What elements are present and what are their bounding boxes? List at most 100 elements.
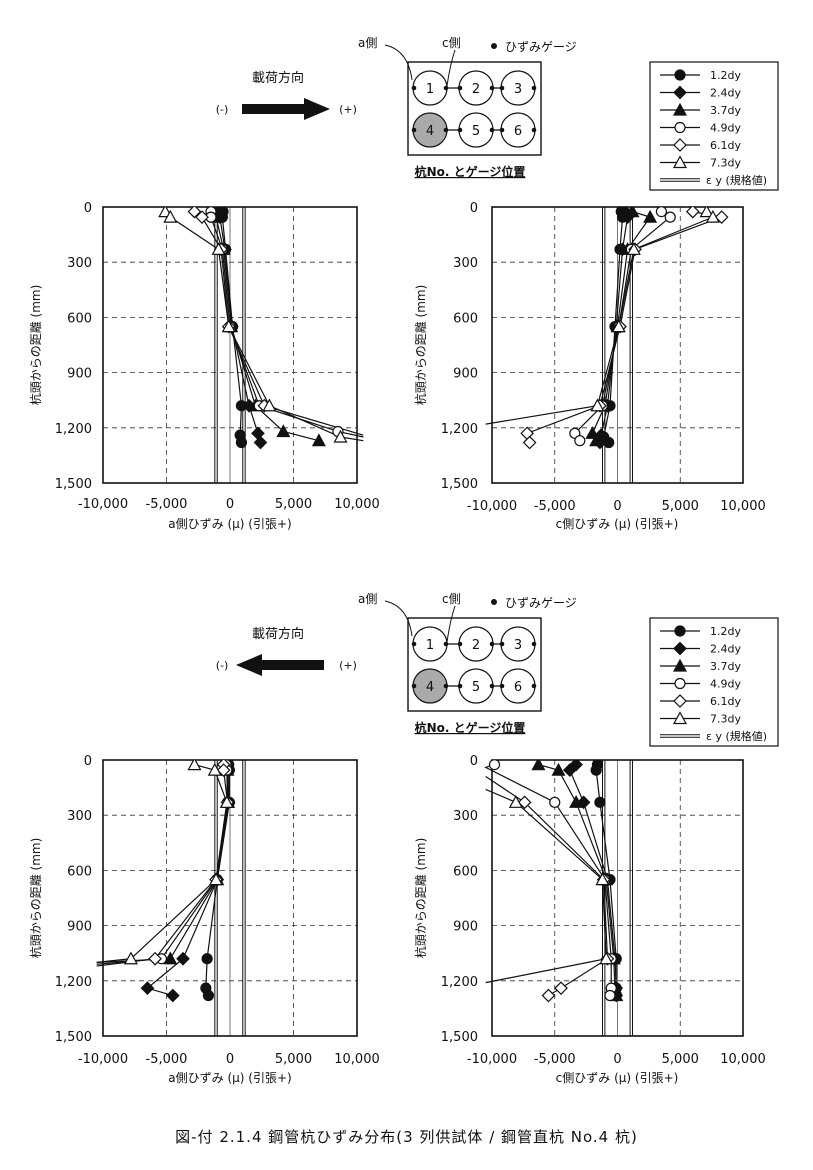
x-axis-label: a側ひずみ (μ) (引張+) (168, 1071, 291, 1085)
gauge-dot (531, 683, 537, 689)
data-point (673, 85, 687, 100)
data-point (714, 210, 729, 224)
data-point (674, 69, 686, 81)
gauge-dot (489, 127, 495, 133)
legend-label: 3.7dy (710, 104, 741, 117)
data-point (276, 424, 291, 438)
y-axis-label: 杭頭からの距離 (mm) (413, 838, 428, 959)
gauge-dot (411, 85, 417, 91)
data-point (253, 435, 268, 450)
y-tick-label: 1,500 (441, 477, 478, 492)
data-point (569, 795, 584, 808)
gauge-dot (489, 641, 495, 647)
y-tick-label: 1,200 (441, 422, 478, 437)
data-point (562, 763, 577, 777)
data-point (262, 398, 277, 412)
x-tick-label: 10,000 (720, 499, 766, 514)
y-tick-label: 0 (84, 754, 92, 769)
series-group (96, 760, 236, 1003)
data-point (549, 796, 561, 808)
data-point (673, 138, 687, 152)
data-point (626, 242, 641, 255)
pile-number: 1 (426, 82, 434, 97)
gauge-dot (443, 85, 449, 91)
data-point (672, 102, 688, 116)
data-point (211, 242, 226, 255)
data-point (163, 951, 178, 965)
x-tick-label: 0 (226, 1052, 234, 1067)
x-tick-label: 5,000 (662, 499, 699, 514)
gauge-dot (531, 127, 537, 133)
gauge-dot (489, 85, 495, 91)
minus-label: (-) (216, 103, 229, 116)
x-tick-label: -5,000 (146, 497, 188, 512)
gauge-dot (499, 683, 505, 689)
data-point (674, 625, 686, 637)
data-point (574, 435, 586, 447)
legend-label: 1.2dy (710, 69, 741, 82)
gauge-dot (499, 127, 505, 133)
x-tick-label: -10,000 (467, 499, 517, 514)
x-tick-label: 5,000 (275, 1052, 312, 1067)
y-tick-label: 1,500 (55, 477, 92, 492)
series-group (158, 207, 364, 450)
x-tick-label: 10,000 (334, 1052, 380, 1067)
y-tick-label: 0 (84, 201, 92, 216)
pile-number: 5 (472, 680, 480, 695)
data-point (187, 760, 202, 771)
y-tick-label: 900 (453, 367, 478, 382)
y-tick-label: 0 (470, 754, 478, 769)
data-point (195, 210, 209, 224)
data-point (589, 433, 604, 447)
data-point (311, 433, 326, 447)
series-line-7.3dy (96, 764, 228, 963)
legend-label: 6.1dy (710, 139, 741, 152)
y-tick-label: 900 (67, 367, 92, 382)
data-point (148, 951, 162, 966)
gauge-dot (457, 641, 463, 647)
x-tick-label: -10,000 (78, 1052, 128, 1067)
data-point (508, 795, 523, 808)
data-point (209, 872, 224, 886)
x-tick-label: -10,000 (78, 497, 128, 512)
strain-chart-2: -10,000 -5,000 0 5,000 10,000 0 300 600 900 1,200… (413, 201, 766, 531)
gauge-dot (443, 127, 449, 133)
data-point (219, 795, 234, 808)
data-point (123, 951, 138, 965)
data-point (235, 436, 248, 449)
a-side-leader (384, 44, 413, 81)
data-point (166, 988, 180, 1003)
a-side-leader (384, 600, 413, 637)
pile-number: 3 (514, 638, 522, 653)
data-point (599, 951, 614, 965)
legend-ey-label: ε y (規格値) (706, 729, 767, 743)
gauge-dot (457, 683, 463, 689)
data-point (488, 760, 501, 771)
series-line-4.9dy (96, 764, 229, 965)
x-tick-label: -5,000 (534, 499, 576, 514)
gauge-dot (443, 641, 449, 647)
gauge-label: ひずみゲージ (505, 40, 577, 54)
legend-box (649, 61, 779, 191)
gauge-dot (411, 683, 417, 689)
pile-number: 6 (514, 680, 522, 695)
data-point (590, 398, 605, 412)
strain-chart-4: -10,000 -5,000 0 5,000 10,000 0 300 600 900 1,200… (413, 754, 766, 1085)
data-point (672, 658, 688, 672)
layout-title: 杭No. とゲージ位置 (415, 164, 526, 179)
data-point (541, 988, 556, 1003)
data-point (517, 795, 532, 810)
data-point (699, 207, 714, 218)
c-side-label: c側 (442, 36, 461, 50)
gauge-dot (457, 127, 463, 133)
data-point (643, 209, 658, 223)
figure-caption: 図-付 2.1.4 鋼管杭ひずみ分布(3 列供試体 / 鋼管直杭 No.4 杭) (175, 1128, 638, 1146)
x-tick-label: 10,000 (334, 497, 380, 512)
plus-label: (+) (339, 659, 357, 672)
legend-label: 2.4dy (710, 643, 741, 656)
c-side-label: c側 (442, 592, 461, 606)
load-direction-label: 載荷方向 (252, 626, 304, 642)
a-side-label: a側 (358, 592, 377, 606)
